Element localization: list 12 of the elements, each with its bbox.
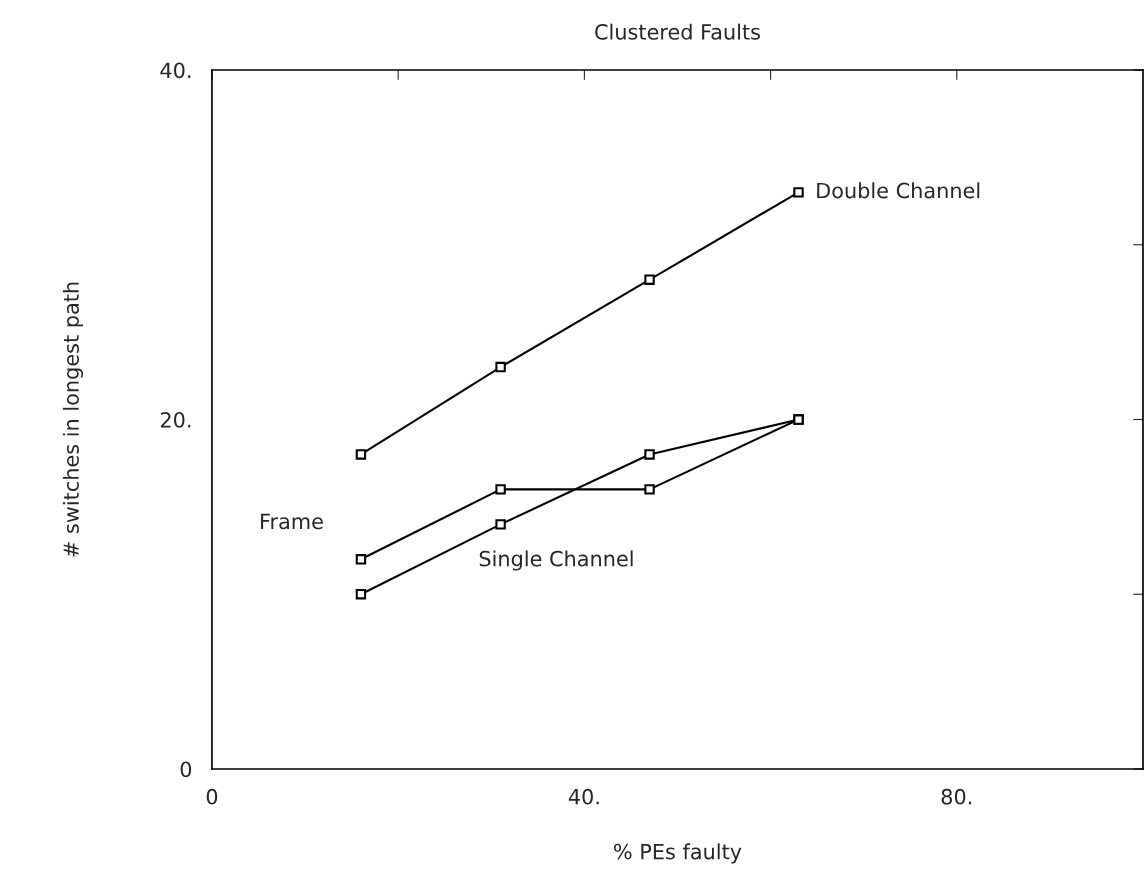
annotation: Double Channel xyxy=(817,182,980,199)
x-tick-label: 80. xyxy=(941,788,972,805)
x-tick-label: 0 xyxy=(206,788,218,805)
y-tick-label: 40. xyxy=(160,62,191,79)
y-tick-label: 20. xyxy=(160,411,191,428)
x-tick-label: 40. xyxy=(568,788,599,805)
y-tick-label: 0 xyxy=(180,761,192,778)
y-axis-title: # switches in longest path xyxy=(62,282,83,557)
annotation: Frame xyxy=(261,513,323,530)
x-axis-title: % PEs faulty xyxy=(614,843,742,864)
chart-title: Clustered Faults xyxy=(595,23,760,40)
annotation: Single Channel xyxy=(479,550,633,571)
